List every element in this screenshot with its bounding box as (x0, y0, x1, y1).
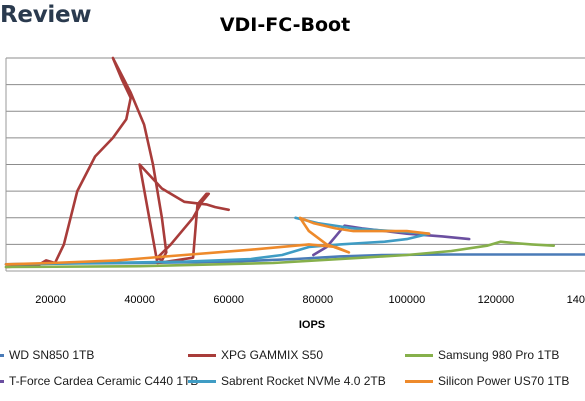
x-axis-title: IOPS (299, 319, 325, 331)
legend-swatch (405, 379, 433, 383)
chart-plot: 20000 40000 60000 80000 100000 120000 140000 I… (4, 56, 585, 331)
series-lines (4, 56, 585, 269)
legend-swatch (188, 379, 216, 383)
legend-swatch (405, 353, 433, 357)
legend-label: Silicon Power US70 1TB (438, 374, 570, 388)
x-tick-labels: 20000 40000 60000 80000 100000 120000 140000 (35, 294, 585, 306)
legend-item: T-Force Cardea Ceramic C440 1TB (0, 372, 198, 390)
legend-label: Samsung 980 Pro 1TB (438, 348, 560, 362)
x-tick-label: 20000 (35, 294, 66, 306)
legend-label: WD SN850 1TB (9, 348, 95, 362)
legend: WD SN850 1TB XPG GAMMIX S50 Samsung 980 Pr… (0, 338, 585, 398)
legend-item: Samsung 980 Pro 1TB (405, 346, 559, 364)
series-line-2 (4, 56, 230, 269)
series-line-6 (4, 216, 431, 266)
chart-title: VDI-FC-Boot (219, 14, 351, 36)
legend-item: Silicon Power US70 1TB (405, 372, 569, 390)
legend-swatch (188, 353, 216, 357)
legend-label: Sabrent Rocket NVMe 4.0 2TB (221, 374, 386, 388)
legend-item: WD SN850 1TB (0, 346, 94, 364)
legend-item: XPG GAMMIX S50 (188, 346, 323, 364)
x-tick-label: 40000 (124, 294, 155, 306)
x-tick-label: 140000 (567, 294, 585, 306)
gridlines (6, 57, 585, 245)
series-line-5 (4, 216, 431, 266)
legend-item: Sabrent Rocket NVMe 4.0 2TB (188, 372, 386, 390)
brand-logo-text: Review (0, 2, 92, 28)
x-tick-label: 80000 (302, 294, 333, 306)
x-tick-label: 60000 (213, 294, 244, 306)
legend-label: XPG GAMMIX S50 (221, 348, 324, 362)
legend-swatch (0, 379, 4, 383)
x-tick-label: 100000 (388, 294, 425, 306)
x-tick-label: 120000 (478, 294, 515, 306)
legend-swatch (0, 353, 4, 357)
series-line-3 (4, 240, 556, 269)
legend-label: T-Force Cardea Ceramic C440 1TB (9, 374, 199, 388)
